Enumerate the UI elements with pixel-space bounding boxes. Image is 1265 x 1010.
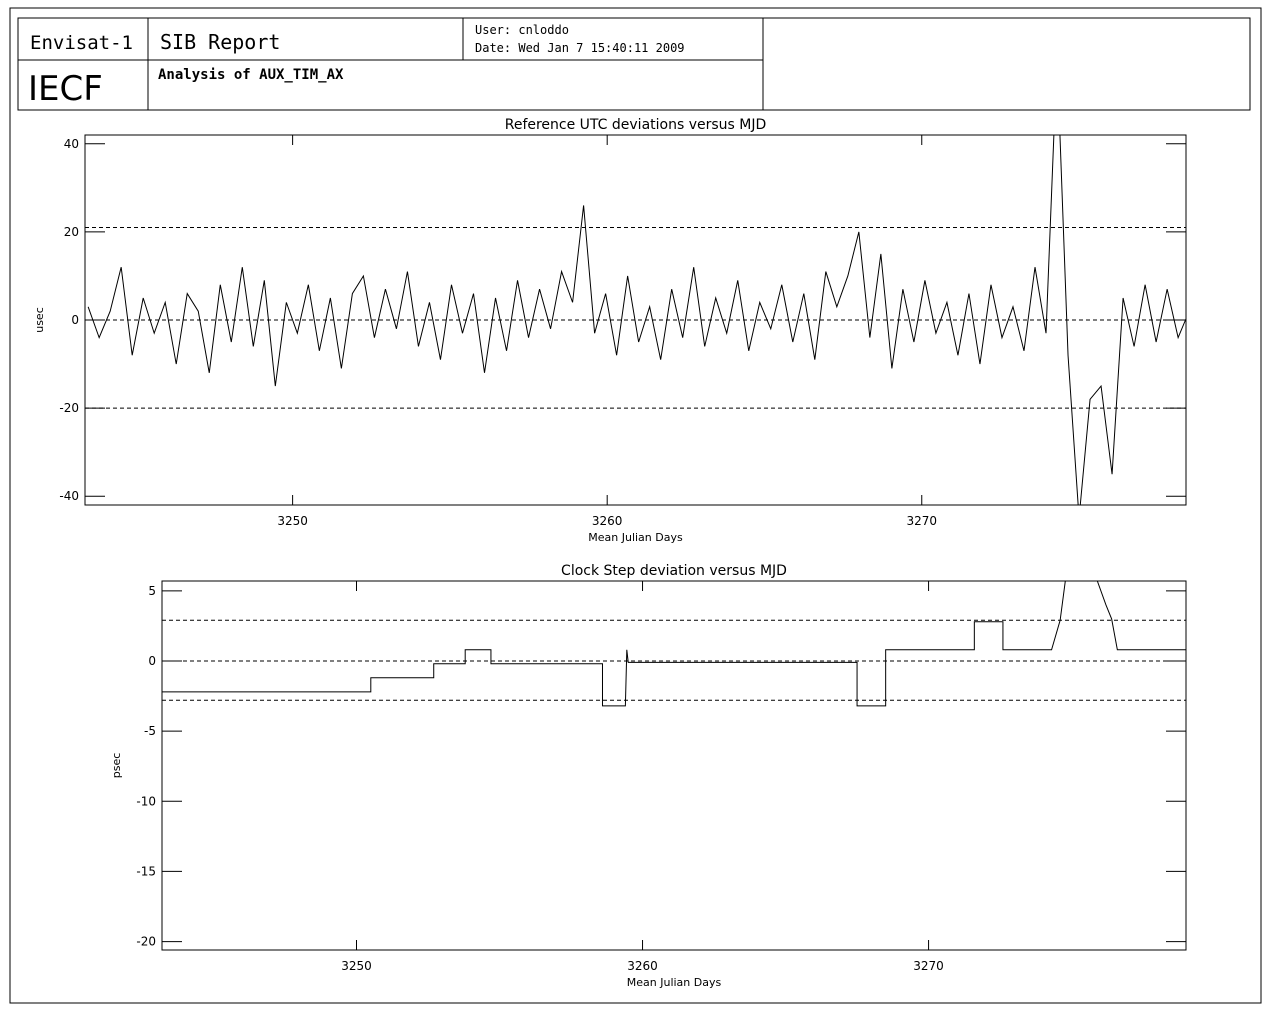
x-axis-label: Mean Julian Days [588, 531, 683, 544]
y-tick-label: -5 [144, 724, 156, 738]
y-tick-label: 40 [64, 137, 79, 151]
header-grid [17, 17, 1251, 111]
report-title: SIB Report [160, 30, 280, 54]
data-line [87, 135, 1186, 505]
chart-title: Clock Step deviation versus MJD [561, 563, 787, 579]
y-tick-label: 0 [148, 654, 156, 668]
x-tick-label: 3250 [277, 514, 308, 528]
facility: IECF [28, 69, 103, 109]
y-tick-label: 0 [71, 313, 79, 327]
y-tick-label: -10 [136, 794, 156, 808]
mission: Envisat-1 [30, 32, 133, 54]
plot-frame [161, 580, 1187, 951]
y-axis-label: usec [33, 307, 46, 333]
plot-frame [84, 134, 1187, 506]
chart-title: Reference UTC deviations versus MJD [505, 117, 767, 133]
data-line [162, 581, 1186, 707]
page-border [9, 7, 1262, 1004]
y-tick-label: -20 [59, 401, 79, 415]
x-tick-label: 3250 [341, 959, 372, 973]
x-tick-label: 3260 [627, 959, 658, 973]
user: User: cnloddo [475, 23, 569, 37]
x-tick-label: 3270 [913, 959, 944, 973]
x-tick-label: 3270 [906, 514, 937, 528]
analysis: Analysis of AUX_TIM_AX [158, 67, 344, 83]
date: Date: Wed Jan 7 15:40:11 2009 [475, 41, 685, 55]
y-tick-label: -20 [136, 935, 156, 949]
y-tick-label: -40 [59, 489, 79, 503]
y-tick-label: 20 [64, 225, 79, 239]
x-tick-label: 3260 [592, 514, 623, 528]
x-axis-label: Mean Julian Days [627, 976, 722, 989]
y-tick-label: -15 [136, 864, 156, 878]
y-axis-label: psec [110, 753, 123, 779]
y-tick-label: 5 [148, 584, 156, 598]
